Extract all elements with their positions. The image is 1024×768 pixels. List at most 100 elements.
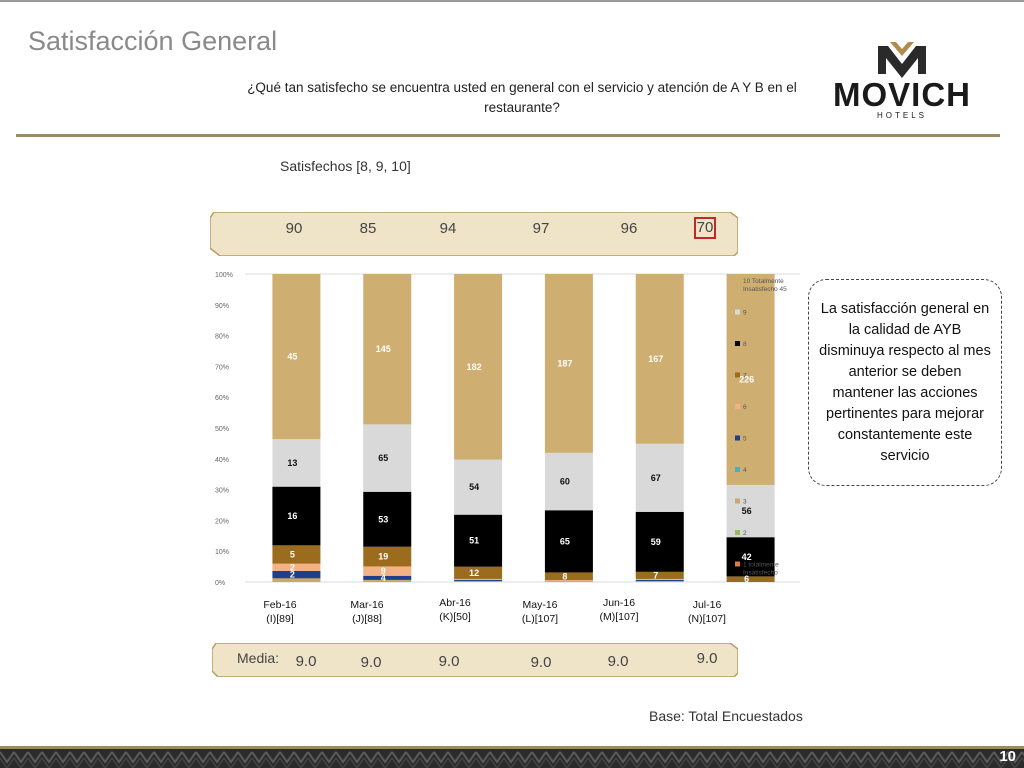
data-label: 187 [557, 358, 572, 368]
data-label: 53 [378, 514, 388, 524]
bar-segment [363, 579, 412, 581]
media-jun: 9.0 [607, 653, 629, 670]
legend-label: 8 [743, 341, 747, 348]
satisfied-pct-feb: 90 [285, 220, 303, 237]
bar-segment [544, 581, 593, 582]
legend-swatch [735, 467, 740, 472]
bar-segment [363, 546, 412, 567]
bar-segment [272, 578, 321, 582]
bar-segment [454, 580, 503, 582]
legend-label: Insatisfecho [743, 570, 778, 577]
bar-segment [544, 572, 593, 581]
legend-swatch [735, 372, 740, 378]
data-label: 42 [742, 552, 752, 562]
bar-segment [635, 511, 684, 572]
bar-segment [726, 274, 775, 485]
data-label: 54 [469, 482, 479, 492]
satisfied-pct-mar: 85 [359, 220, 377, 237]
bar-segment [726, 484, 775, 538]
x-label-jun: Jun-16 (M)[107] [599, 597, 639, 623]
survey-question: ¿Qué tan satisfecho se encuentra usted e… [247, 80, 797, 115]
data-label: 226 [739, 374, 754, 384]
legend-swatch [735, 498, 740, 504]
data-label: 5 [290, 550, 295, 560]
data-label: 16 [287, 511, 297, 521]
media-abr: 9.0 [438, 653, 460, 670]
logo-sub: HOTELS [877, 111, 927, 120]
data-label: 2 [290, 562, 295, 572]
data-label: 6 [744, 574, 749, 584]
movich-monogram-icon [878, 42, 926, 78]
y-tick-label: 30% [215, 488, 229, 495]
y-tick-label: 50% [215, 426, 229, 433]
data-label: 4 [381, 573, 386, 583]
bar-segment [544, 510, 593, 573]
x-label-jul: Jul-16 (N)[107] [688, 599, 726, 625]
bar-segment [363, 580, 412, 582]
y-tick-label: 70% [215, 364, 229, 371]
satisfied-pct-jul-highlight: 70 [694, 217, 716, 239]
media-may: 9.0 [530, 654, 552, 671]
bar-segment [726, 576, 775, 582]
top-rule [0, 0, 1024, 2]
chart-subtitle: Satisfechos [8, 9, 10] [280, 158, 411, 174]
y-tick-label: 80% [215, 334, 229, 341]
bar-segment [363, 424, 412, 492]
data-label: 56 [742, 506, 752, 516]
y-tick-label: 90% [215, 303, 229, 310]
data-label: 67 [651, 473, 661, 483]
bar-segment [272, 274, 321, 439]
y-tick-label: 60% [215, 395, 229, 402]
bar-segment [544, 452, 593, 511]
media-jul: 9.0 [696, 650, 718, 667]
bar-segment [363, 566, 412, 576]
legend-label: 5 [743, 436, 747, 443]
page-title: Satisfacción General [28, 26, 278, 56]
data-label: 45 [287, 352, 297, 362]
header-divider [16, 134, 1000, 137]
decorative-footer [0, 746, 1024, 768]
legend-swatch [735, 435, 740, 441]
data-label: 145 [376, 344, 391, 354]
legend-swatch [735, 278, 740, 283]
bar-segment [454, 566, 503, 579]
data-label: 65 [378, 453, 388, 463]
data-label: 2 [290, 570, 295, 580]
legend-label: 10 Totalmente [743, 278, 784, 285]
bar-segment [363, 491, 412, 547]
bar-segment [454, 459, 503, 515]
data-label: 60 [560, 477, 570, 487]
bar-segment [726, 537, 775, 577]
legend-label: 7 [743, 373, 747, 380]
y-tick-label: 10% [215, 549, 229, 556]
bar-segment [363, 274, 412, 425]
bar-segment [454, 514, 503, 567]
bar-segment [635, 274, 684, 444]
media-feb: 9.0 [295, 653, 317, 670]
bar-segment [454, 578, 503, 580]
bar-segment [544, 580, 593, 582]
legend-swatch [735, 309, 740, 315]
insight-callout: La satisfacción general en la calidad de… [808, 279, 1002, 486]
movich-logo: MOVICH HOTELS [833, 42, 970, 120]
data-label: 12 [469, 568, 479, 578]
bar-segment [272, 571, 321, 579]
bar-segment [635, 579, 684, 581]
data-label: 167 [648, 354, 663, 364]
legend-label: 4 [743, 467, 747, 474]
data-label: 182 [467, 362, 482, 372]
satisfied-pct-abr: 94 [439, 220, 457, 237]
data-label: 19 [378, 552, 388, 562]
bar-segment [272, 545, 321, 564]
legend-label: 6 [743, 404, 747, 411]
y-tick-label: 40% [215, 457, 229, 464]
y-tick-label: 0% [215, 580, 225, 587]
legend-label: Insatisfecho 45 [743, 286, 787, 293]
bar-segment [635, 580, 684, 582]
bar-segment [635, 443, 684, 512]
x-label-may: May-16 (L)[107] [521, 599, 559, 625]
legend-label: 1 totalmente [743, 562, 779, 569]
data-label: 59 [651, 537, 661, 547]
base-note: Base: Total Encuestados [649, 708, 803, 724]
bar-segment [454, 579, 503, 581]
